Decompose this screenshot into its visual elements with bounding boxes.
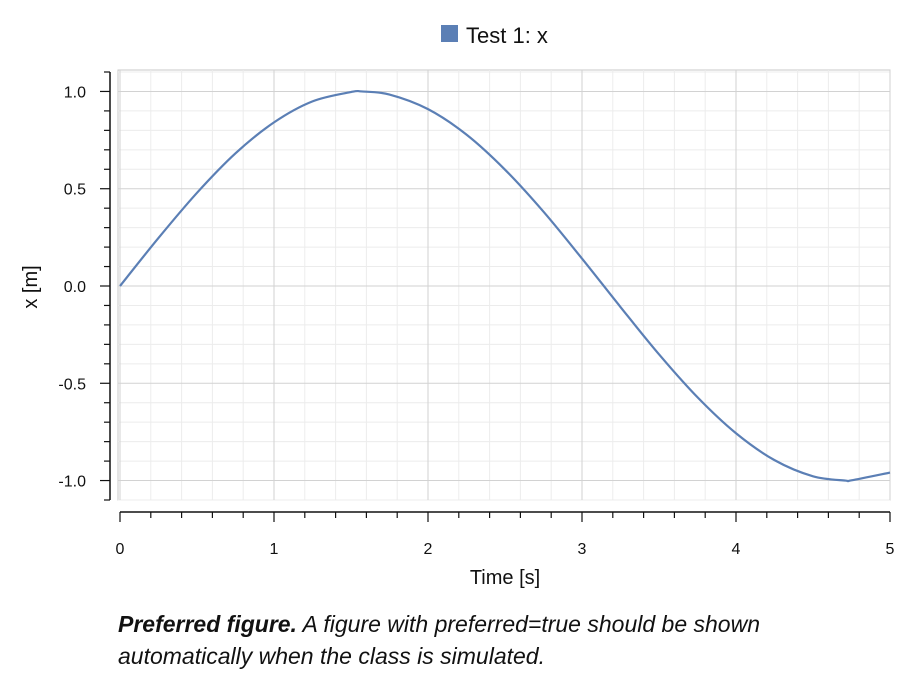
x-tick-label: 3 bbox=[578, 541, 587, 558]
x-tick-label: 0 bbox=[116, 541, 125, 558]
legend-entry: Test 1: x bbox=[466, 23, 548, 48]
y-tick-label: -0.5 bbox=[58, 376, 86, 393]
plot-area bbox=[117, 69, 891, 501]
y-axis: 1.0 0.5 0.0 -0.5 -1.0 x [m] bbox=[20, 71, 111, 501]
y-axis-title: x [m] bbox=[20, 265, 42, 308]
series-line-test-1-x bbox=[119, 89, 891, 483]
major-grid bbox=[118, 70, 891, 500]
x-tick-label: 4 bbox=[732, 541, 741, 558]
y-tick-label: -1.0 bbox=[58, 474, 86, 491]
caption-bold: Preferred figure. bbox=[118, 611, 297, 637]
x-tick-label: 2 bbox=[424, 541, 433, 558]
y-tick-label: 0.5 bbox=[64, 182, 86, 199]
y-ticks: 1.0 0.5 0.0 -0.5 -1.0 bbox=[58, 71, 110, 501]
line-chart: Test 1: x 1.0 0.5 0.0 -0.5 -1.0 x [m] 0 1 2 3 4 5… bbox=[20, 23, 895, 589]
x-axis: 0 1 2 3 4 5 Time [s] bbox=[116, 511, 895, 589]
plot-frame bbox=[117, 69, 891, 501]
minor-grid bbox=[118, 70, 890, 501]
x-axis-title: Time [s] bbox=[470, 567, 540, 589]
legend-swatch bbox=[441, 25, 458, 42]
x-ticks: 0 1 2 3 4 5 bbox=[116, 512, 895, 558]
legend: Test 1: x bbox=[441, 23, 548, 48]
figure-caption: Preferred figure. A figure with preferre… bbox=[118, 608, 858, 672]
x-tick-label: 1 bbox=[270, 541, 279, 558]
y-tick-label: 1.0 bbox=[64, 84, 86, 101]
caption-text: A figure with preferred=true should be s… bbox=[118, 611, 760, 669]
y-tick-label: 0.0 bbox=[64, 279, 86, 296]
x-tick-label: 5 bbox=[886, 541, 895, 558]
